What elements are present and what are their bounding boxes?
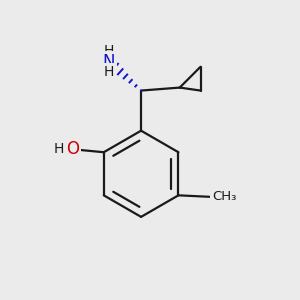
Text: H: H bbox=[103, 44, 114, 58]
Text: H: H bbox=[54, 142, 64, 156]
Text: CH₃: CH₃ bbox=[212, 190, 236, 203]
Text: H: H bbox=[103, 65, 114, 79]
Text: N: N bbox=[102, 53, 115, 71]
Text: O: O bbox=[66, 140, 79, 158]
